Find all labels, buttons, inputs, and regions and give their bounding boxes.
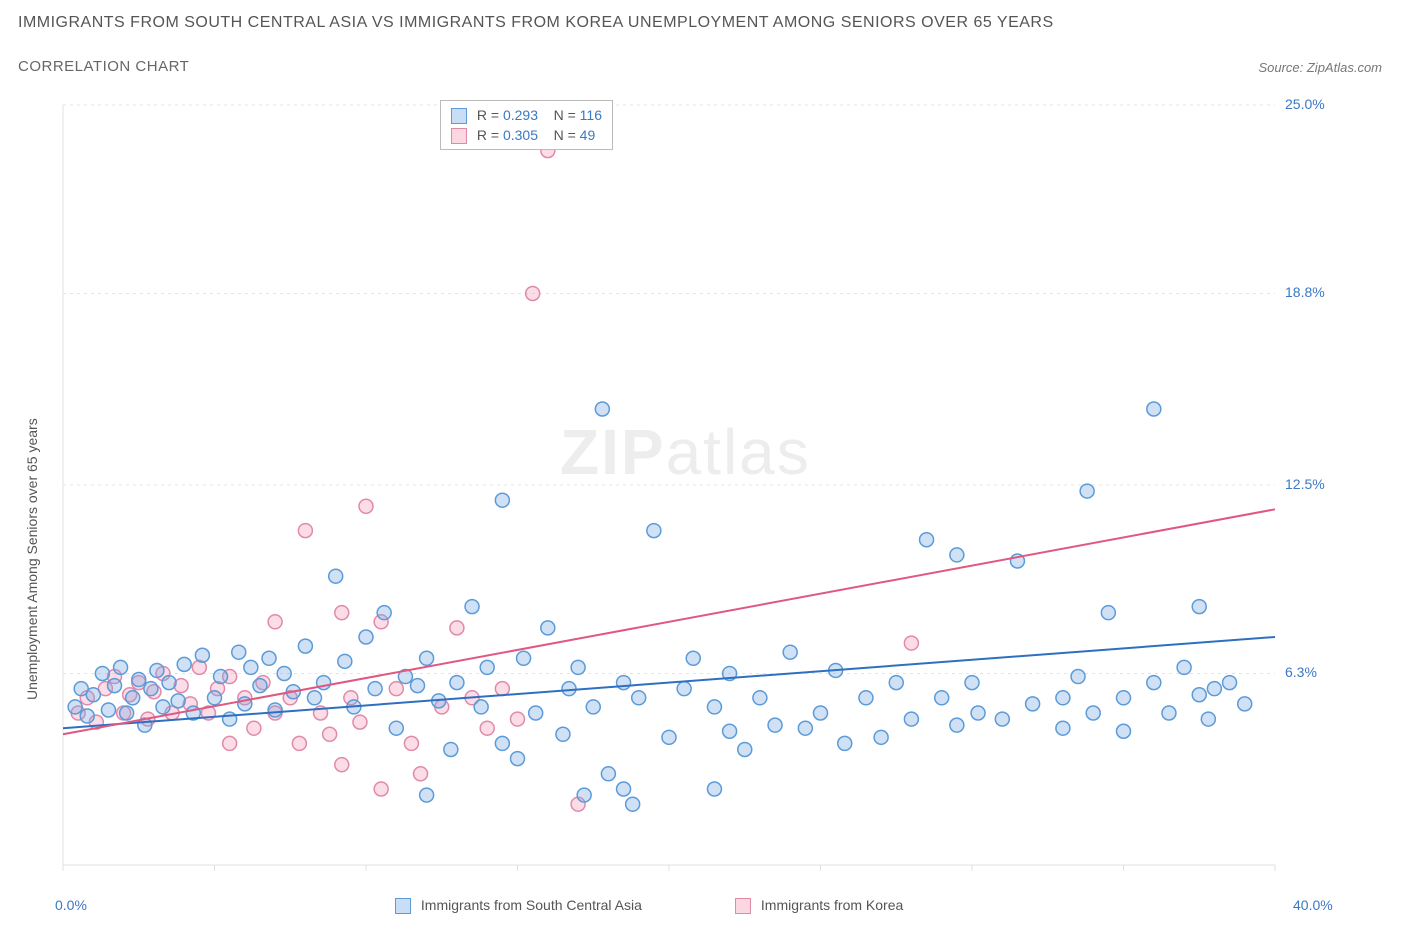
legend-swatch-pink [735, 898, 751, 914]
series-label: Immigrants from Korea [761, 897, 903, 913]
chart-title: IMMIGRANTS FROM SOUTH CENTRAL ASIA VS IM… [18, 14, 1054, 32]
legend-swatch-blue [395, 898, 411, 914]
series-legend-item: Immigrants from South Central Asia [395, 897, 642, 914]
y-axis-label: Unemployment Among Seniors over 65 years [24, 418, 40, 700]
n-label: N = [554, 127, 580, 143]
n-label: N = [554, 107, 580, 123]
legend-swatch-blue [451, 108, 467, 124]
x-axis-min-label: 0.0% [55, 897, 87, 913]
r-value: 0.293 [503, 107, 538, 123]
scatter-plot [55, 95, 1335, 880]
y-tick-label: 6.3% [1285, 664, 1317, 680]
stats-legend: R = 0.293 N = 116 R = 0.305 N = 49 [440, 100, 613, 150]
r-label: R = [477, 127, 503, 143]
y-tick-label: 25.0% [1285, 96, 1325, 112]
stats-legend-row: R = 0.293 N = 116 [451, 105, 602, 125]
r-value: 0.305 [503, 127, 538, 143]
chart-container: IMMIGRANTS FROM SOUTH CENTRAL ASIA VS IM… [0, 0, 1406, 930]
y-tick-label: 12.5% [1285, 476, 1325, 492]
y-tick-label: 18.8% [1285, 284, 1325, 300]
r-label: R = [477, 107, 503, 123]
legend-swatch-pink [451, 128, 467, 144]
stats-legend-row: R = 0.305 N = 49 [451, 125, 602, 145]
chart-subtitle: CORRELATION CHART [18, 58, 189, 75]
x-axis-max-label: 40.0% [1293, 897, 1333, 913]
series-label: Immigrants from South Central Asia [421, 897, 642, 913]
n-value: 49 [580, 127, 596, 143]
n-value: 116 [580, 107, 602, 123]
source-attribution: Source: ZipAtlas.com [1258, 60, 1382, 75]
series-legend-item: Immigrants from Korea [735, 897, 903, 914]
